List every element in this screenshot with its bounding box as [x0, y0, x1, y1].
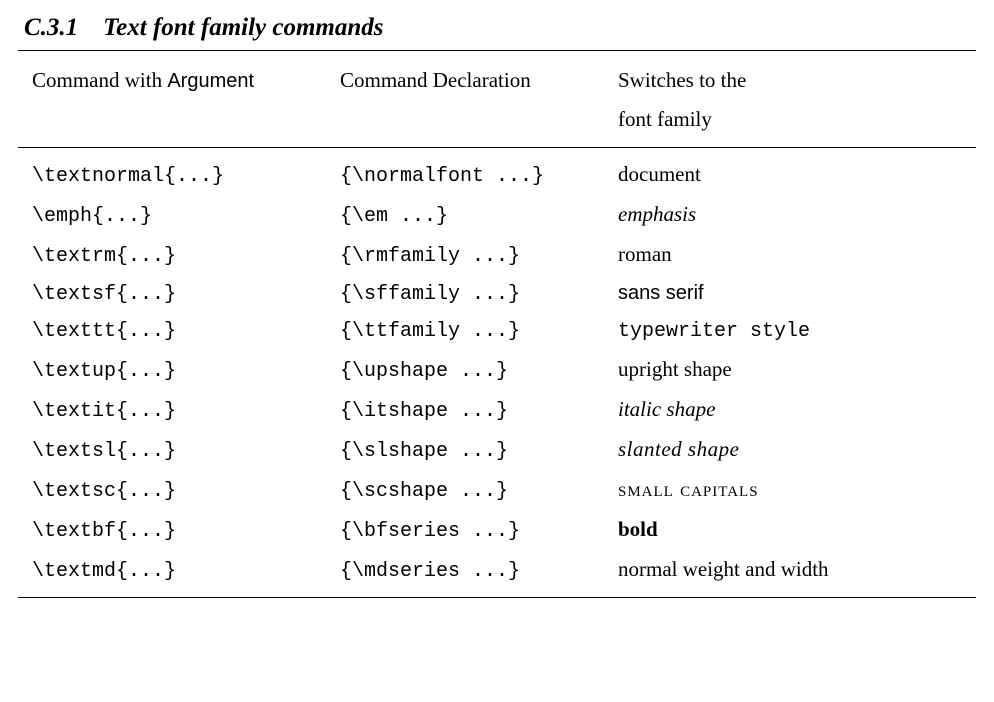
cell-switches: emphasis — [604, 195, 976, 235]
cell-command: \textmd{...} — [18, 550, 326, 598]
cell-declaration: {\sffamily ...} — [326, 275, 604, 313]
table-row: \textbf{...}{\bfseries ...}bold — [18, 510, 976, 550]
table-row: \texttt{...}{\ttfamily ...}typewriter st… — [18, 313, 976, 350]
table-body: \textnormal{...}{\normalfont ...}documen… — [18, 147, 976, 597]
cell-switches: normal weight and width — [604, 550, 976, 598]
cell-switches: typewriter style — [604, 313, 976, 350]
cell-declaration: {\itshape ...} — [326, 390, 604, 430]
cell-command: \textsf{...} — [18, 275, 326, 313]
cell-switches: bold — [604, 510, 976, 550]
cell-command: \textit{...} — [18, 390, 326, 430]
cell-declaration: {\ttfamily ...} — [326, 313, 604, 350]
cell-command: \textrm{...} — [18, 235, 326, 275]
cell-declaration: {\rmfamily ...} — [326, 235, 604, 275]
cell-switches: small capitals — [604, 470, 976, 510]
cell-declaration: {\normalfont ...} — [326, 147, 604, 195]
cell-declaration: {\em ...} — [326, 195, 604, 235]
cell-command: \texttt{...} — [18, 313, 326, 350]
cell-switches: upright shape — [604, 350, 976, 390]
table-row: \textmd{...}{\mdseries ...}normal weight… — [18, 550, 976, 598]
col-header-declaration: Command Declaration — [326, 51, 604, 148]
cell-command: \textsl{...} — [18, 430, 326, 470]
cell-declaration: {\bfseries ...} — [326, 510, 604, 550]
cell-command: \textsc{...} — [18, 470, 326, 510]
col-header-switches: Switches to thefont family — [604, 51, 976, 148]
table-row: \textsl{...}{\slshape ...}slanted shape — [18, 430, 976, 470]
col-header-command-text: Command with — [32, 68, 167, 92]
cell-declaration: {\mdseries ...} — [326, 550, 604, 598]
table-header-row: Command with Argument Command Declaratio… — [18, 51, 976, 148]
cell-switches: document — [604, 147, 976, 195]
cell-command: \textbf{...} — [18, 510, 326, 550]
font-commands-table: Command with Argument Command Declaratio… — [18, 50, 976, 598]
cell-command: \textup{...} — [18, 350, 326, 390]
col-header-argument-text: Argument — [167, 70, 254, 92]
table-row: \textnormal{...}{\normalfont ...}documen… — [18, 147, 976, 195]
table-row: \emph{...}{\em ...}emphasis — [18, 195, 976, 235]
cell-command: \emph{...} — [18, 195, 326, 235]
col-header-command: Command with Argument — [18, 51, 326, 148]
cell-switches: slanted shape — [604, 430, 976, 470]
table-row: \textsf{...}{\sffamily ...}sans serif — [18, 275, 976, 313]
table-row: \textup{...}{\upshape ...}upright shape — [18, 350, 976, 390]
cell-switches: italic shape — [604, 390, 976, 430]
cell-command: \textnormal{...} — [18, 147, 326, 195]
cell-declaration: {\scshape ...} — [326, 470, 604, 510]
section-heading: C.3.1 Text font family commands — [24, 14, 976, 42]
cell-declaration: {\slshape ...} — [326, 430, 604, 470]
table-row: \textrm{...}{\rmfamily ...}roman — [18, 235, 976, 275]
table-row: \textit{...}{\itshape ...}italic shape — [18, 390, 976, 430]
cell-switches: sans serif — [604, 275, 976, 313]
cell-declaration: {\upshape ...} — [326, 350, 604, 390]
cell-switches: roman — [604, 235, 976, 275]
table-row: \textsc{...}{\scshape ...}small capitals — [18, 470, 976, 510]
